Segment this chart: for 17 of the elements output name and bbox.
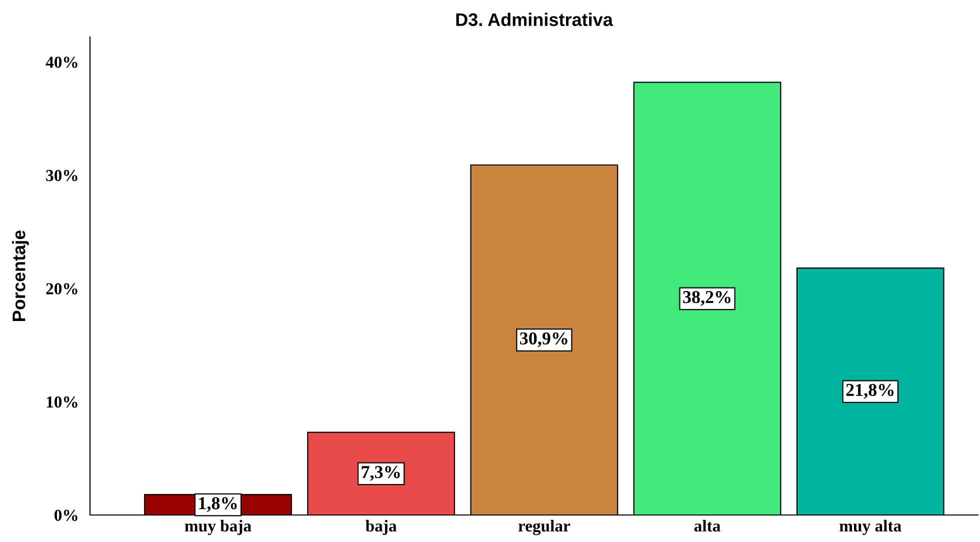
y-tick-label: 0%: [54, 510, 78, 521]
y-tick-label: 30%: [46, 170, 78, 182]
x-tick-label: baja: [366, 520, 397, 535]
x-tick-label: muy baja: [184, 520, 252, 536]
data-label: 38,2%: [683, 290, 730, 306]
data-label: 7,3%: [362, 466, 400, 481]
x-tick-label: alta: [694, 520, 720, 532]
data-label: 30,9%: [520, 332, 568, 348]
y-tick-label: 20%: [46, 283, 78, 294]
chart-title: D3. Administrativa: [456, 12, 614, 26]
y-tick-label: 40%: [46, 56, 78, 68]
data-label: 21,8%: [846, 384, 894, 399]
x-tick-label: regular: [518, 520, 570, 536]
y-axis-title: Porcentaje: [12, 230, 29, 321]
y-tick-label: 10%: [46, 396, 78, 408]
data-label: 1,8%: [199, 497, 237, 512]
x-tick-label: muy alta: [840, 520, 902, 536]
